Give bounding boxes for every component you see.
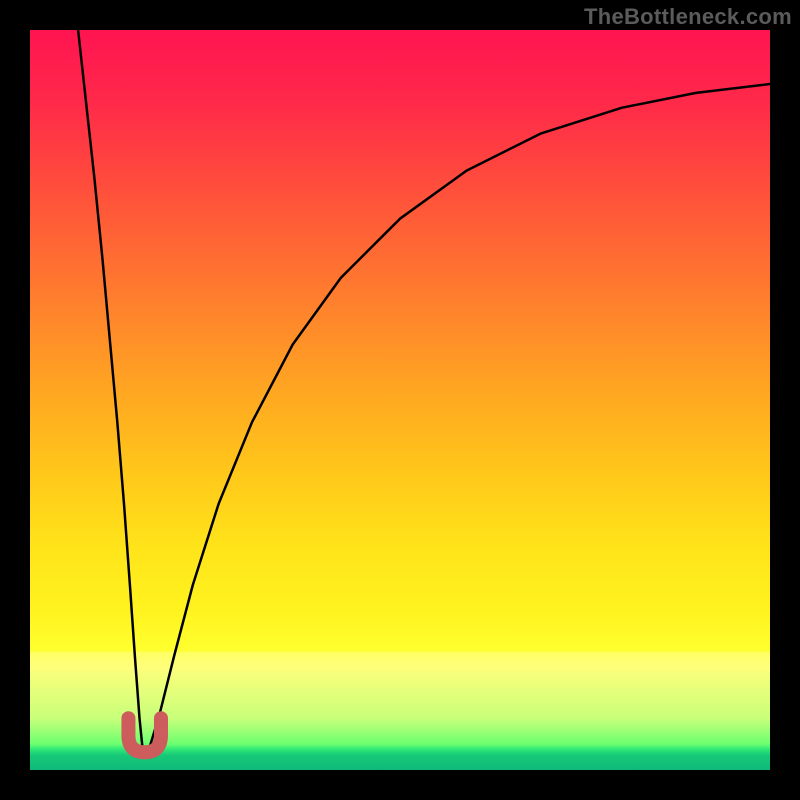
plot-area (30, 30, 770, 770)
watermark-text: TheBottleneck.com (584, 4, 792, 30)
plot-svg (30, 30, 770, 770)
gradient-rect (30, 30, 770, 770)
figure-root: { "figure": { "width": 800, "height": 80… (0, 0, 800, 800)
